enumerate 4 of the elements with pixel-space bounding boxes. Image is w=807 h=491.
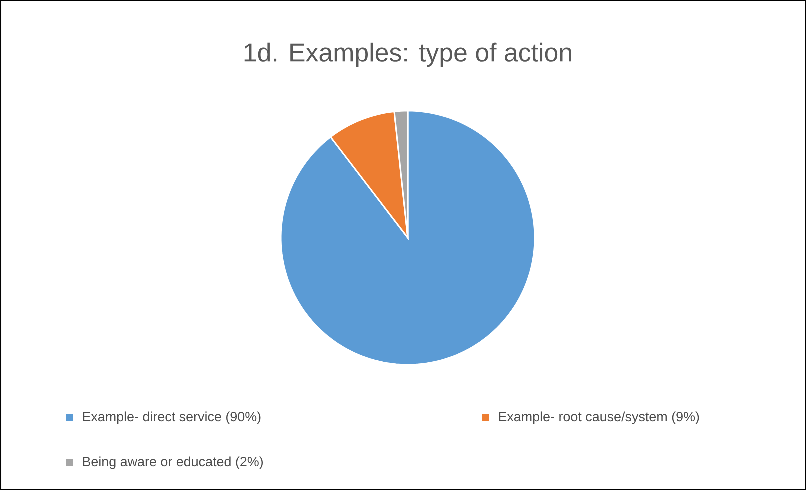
legend-label: Example- root cause/system (9%) — [499, 412, 700, 424]
legend-label: Example- direct service (90%) — [83, 412, 261, 424]
legend-label: Being aware or educated (2%) — [83, 456, 264, 470]
chart-title: 1d. Examples: type of action — [244, 42, 572, 68]
